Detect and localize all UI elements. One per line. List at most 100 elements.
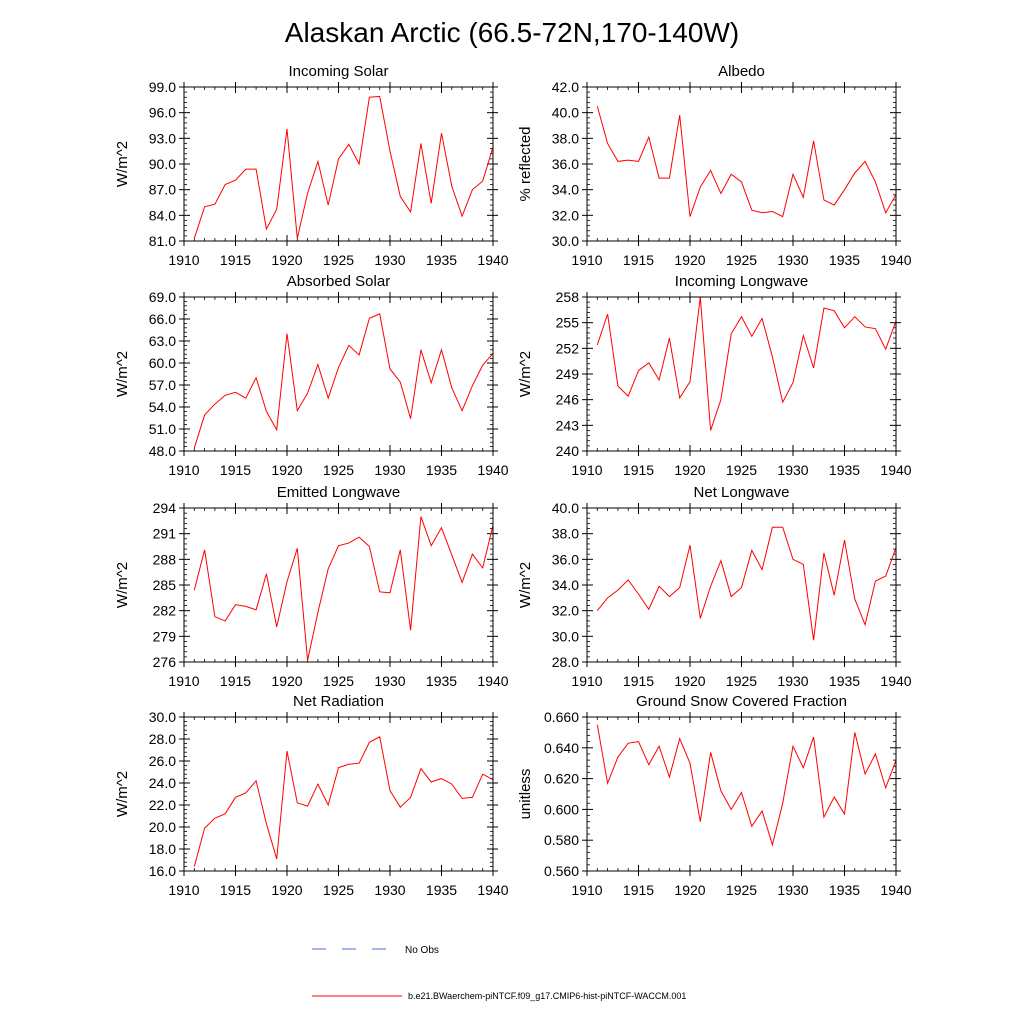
y-tick-label: 0.600	[544, 801, 579, 817]
y-axis-label: W/m^2	[114, 141, 131, 187]
x-tick-label: 1915	[220, 252, 251, 268]
x-tick-label: 1925	[726, 252, 757, 268]
y-tick-label: 22.0	[149, 797, 176, 813]
plot-frame	[183, 296, 494, 452]
y-tick-label: 24.0	[149, 775, 176, 791]
chart-title: Absorbed Solar	[287, 273, 390, 290]
chart-panel-7: Ground Snow Covered Fraction unitless 1910…	[517, 693, 912, 898]
x-tick-label: 1920	[271, 462, 302, 478]
chart-panel-3: Incoming Longwave W/m^2 1910 1915 1920 1925 19…	[517, 273, 912, 478]
y-axis-label: W/m^2	[114, 351, 131, 397]
y-tick-label: 40.0	[552, 105, 579, 121]
x-tick-label: 1940	[880, 252, 911, 268]
x-tick-label: 1930	[777, 462, 808, 478]
chart-title: Incoming Solar	[288, 63, 388, 80]
x-tick-label: 1940	[477, 882, 508, 898]
x-tick-label: 1910	[168, 462, 199, 478]
x-tick-label: 1925	[323, 252, 354, 268]
y-tick-label: 28.0	[552, 654, 579, 670]
series-line-0	[193, 95, 494, 239]
chart-title: Net Longwave	[694, 484, 790, 501]
x-tick-label: 1935	[829, 673, 860, 689]
chart-panel-4: Emitted Longwave W/m^2 1910 1915 1920 1925 193…	[114, 484, 509, 689]
x-tick-label: 1935	[426, 462, 457, 478]
y-axis-label: W/m^2	[517, 351, 534, 397]
x-tick-label: 1910	[571, 882, 602, 898]
chart-title: Ground Snow Covered Fraction	[636, 693, 847, 710]
y-tick-label: 30.0	[149, 709, 176, 725]
y-tick-label: 16.0	[149, 863, 176, 879]
x-tick-label: 1935	[829, 252, 860, 268]
y-tick-label: 81.0	[149, 233, 176, 249]
x-tick-label: 1920	[271, 882, 302, 898]
y-tick-label: 38.0	[552, 526, 579, 542]
y-tick-label: 0.640	[544, 740, 579, 756]
x-tick-label: 1910	[571, 252, 602, 268]
y-tick-label: 0.560	[544, 863, 579, 879]
y-tick-label: 40.0	[552, 500, 579, 516]
x-tick-label: 1930	[374, 882, 405, 898]
y-tick-label: 63.0	[149, 333, 176, 349]
x-tick-label: 1935	[426, 882, 457, 898]
y-tick-label: 20.0	[149, 819, 176, 835]
y-tick-label: 57.0	[149, 377, 176, 393]
plot-frame	[586, 296, 897, 452]
x-tick-label: 1930	[777, 252, 808, 268]
y-tick-label: 32.0	[552, 603, 579, 619]
chart-title: Albedo	[718, 63, 765, 80]
x-tick-label: 1940	[880, 882, 911, 898]
y-tick-label: 96.0	[149, 105, 176, 121]
y-tick-label: 288	[153, 551, 177, 567]
y-tick-label: 26.0	[149, 753, 176, 769]
x-tick-label: 1910	[571, 462, 602, 478]
y-tick-label: 48.0	[149, 443, 176, 459]
y-tick-label: 285	[153, 577, 177, 593]
y-tick-label: 32.0	[552, 207, 579, 223]
plot-frame	[586, 86, 897, 242]
chart-panel-2: Absorbed Solar W/m^2 1910 1915 1920 1925 1930 1…	[114, 273, 509, 478]
series-line-0	[596, 724, 897, 847]
x-tick-label: 1915	[220, 462, 251, 478]
chart-panel-0: Incoming Solar W/m^2 1910 1915 1920 1925 1930 1…	[114, 63, 509, 268]
x-tick-label: 1920	[674, 462, 705, 478]
x-tick-label: 1935	[829, 462, 860, 478]
x-tick-label: 1915	[623, 882, 654, 898]
y-tick-label: 34.0	[552, 577, 579, 593]
y-tick-label: 291	[153, 526, 177, 542]
chart-panel-6: Net Radiation W/m^2 1910 1915 1920 1925 1930 19…	[114, 693, 509, 898]
y-tick-label: 252	[556, 340, 580, 356]
y-tick-label: 87.0	[149, 182, 176, 198]
y-tick-label: 0.660	[544, 709, 579, 725]
legend-model-label: b.e21.BWaerchem-piNTCF.f09_g17.CMIP6-his…	[408, 991, 686, 1001]
y-axis-label: W/m^2	[114, 562, 131, 608]
series-line-0	[596, 106, 897, 218]
x-tick-label: 1925	[726, 882, 757, 898]
y-tick-label: 93.0	[149, 130, 176, 146]
y-axis-label: % reflected	[517, 126, 534, 201]
x-tick-label: 1940	[477, 462, 508, 478]
y-tick-label: 0.580	[544, 832, 579, 848]
x-tick-label: 1925	[726, 462, 757, 478]
y-tick-label: 66.0	[149, 311, 176, 327]
series-line-0	[596, 296, 897, 431]
y-tick-label: 0.620	[544, 771, 579, 787]
chart-panel-5: Net Longwave W/m^2 1910 1915 1920 1925 1930 193…	[517, 484, 912, 689]
y-tick-label: 255	[556, 315, 580, 331]
chart-panels: Incoming Solar W/m^2 1910 1915 1920 1925 1930 1…	[114, 63, 912, 898]
x-tick-label: 1915	[623, 462, 654, 478]
y-tick-label: 42.0	[552, 79, 579, 95]
y-tick-label: 84.0	[149, 207, 176, 223]
x-tick-label: 1930	[374, 673, 405, 689]
y-tick-label: 294	[153, 500, 177, 516]
x-tick-label: 1910	[168, 252, 199, 268]
page-title: Alaskan Arctic (66.5-72N,170-140W)	[285, 17, 739, 48]
y-tick-label: 246	[556, 392, 580, 408]
x-tick-label: 1925	[323, 673, 354, 689]
x-tick-label: 1915	[623, 673, 654, 689]
x-tick-label: 1920	[271, 252, 302, 268]
y-tick-label: 258	[556, 289, 580, 305]
y-tick-label: 38.0	[552, 130, 579, 146]
y-tick-label: 54.0	[149, 399, 176, 415]
x-tick-label: 1920	[674, 882, 705, 898]
